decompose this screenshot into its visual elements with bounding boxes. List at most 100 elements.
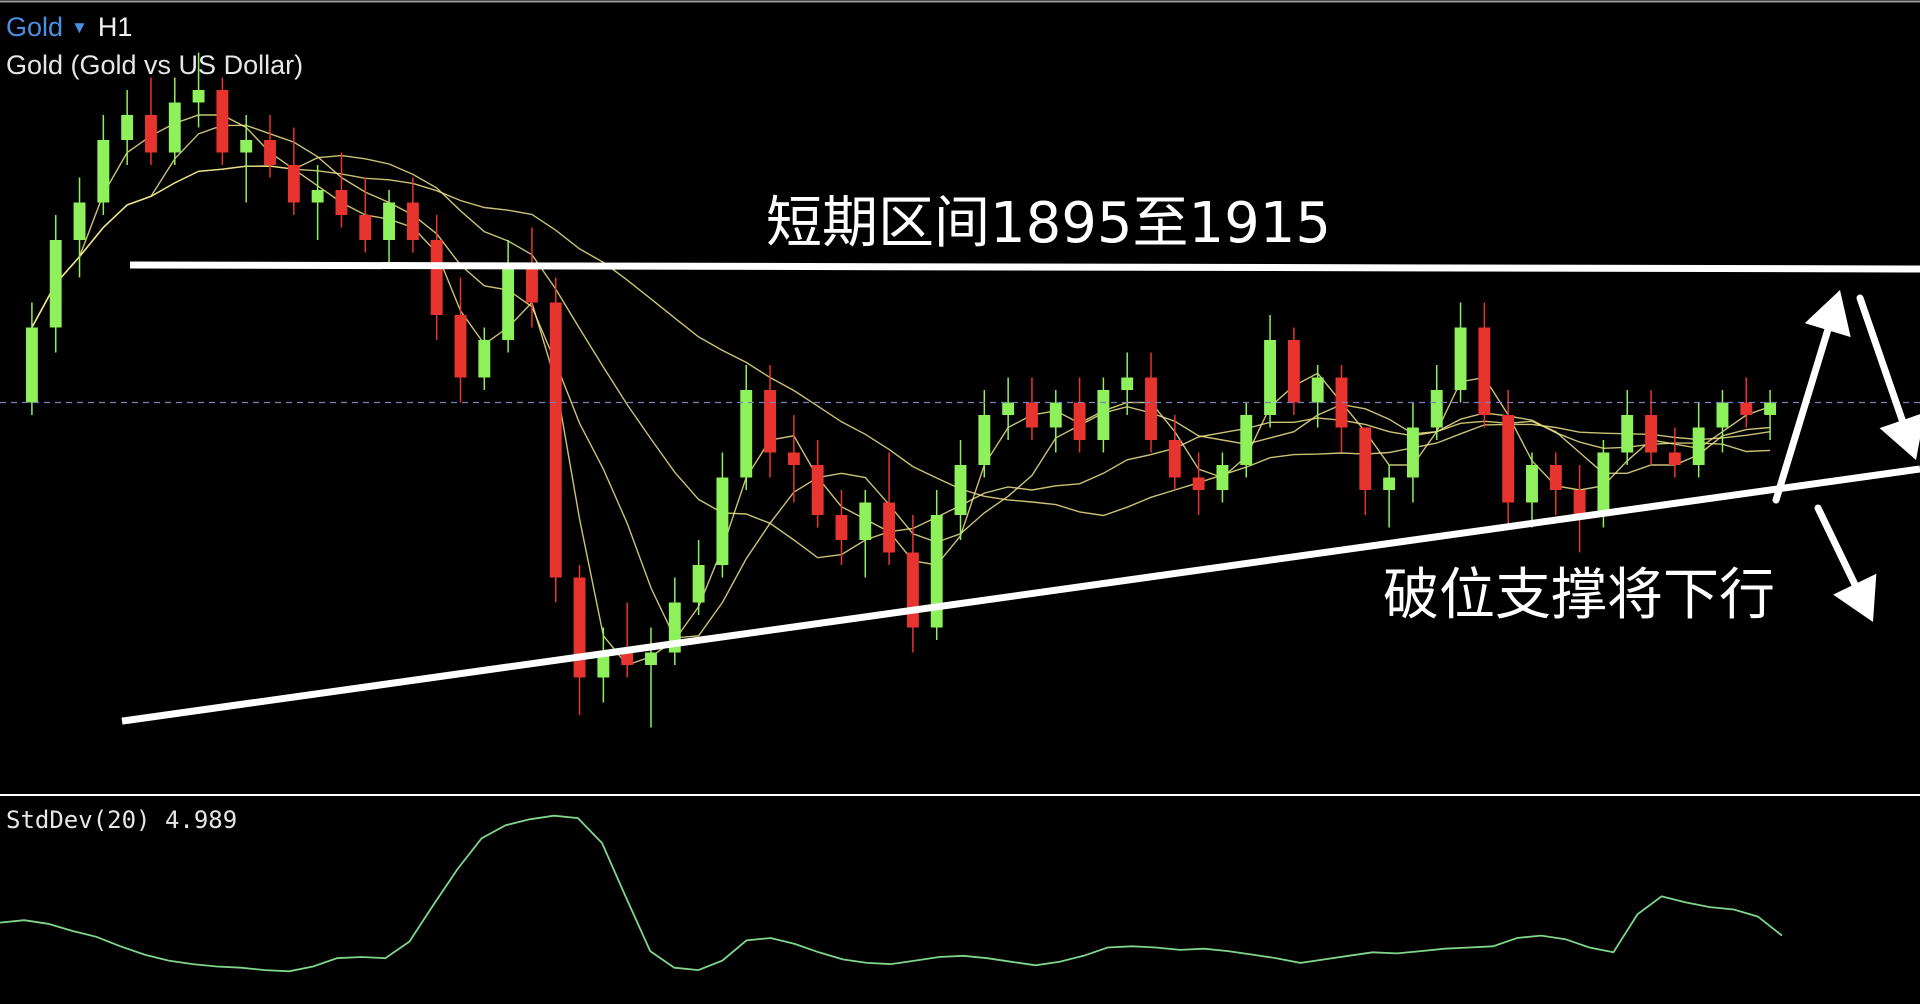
candle-body: [1311, 377, 1324, 403]
arrow-shaft: [1814, 504, 1859, 588]
support-line: [121, 465, 1920, 725]
candle: [1692, 402, 1705, 478]
candle-body: [764, 390, 776, 453]
candle: [597, 627, 610, 703]
candle: [1311, 365, 1324, 428]
candle: [1573, 465, 1586, 553]
candle: [1049, 390, 1062, 453]
candle: [1097, 377, 1110, 453]
candle: [1526, 452, 1538, 528]
candle: [954, 440, 967, 540]
candle-body: [1716, 402, 1729, 428]
candle-body: [49, 240, 62, 328]
candle-body: [121, 115, 134, 140]
stddev-line: [0, 814, 1783, 973]
candle-body: [145, 115, 157, 153]
candle: [335, 152, 348, 228]
candle: [811, 440, 824, 528]
candle: [1359, 427, 1372, 515]
triangle-down-icon[interactable]: ▼: [71, 18, 88, 37]
candle: [430, 215, 443, 340]
candle: [359, 177, 372, 253]
candle: [1645, 390, 1657, 465]
candle: [1192, 452, 1205, 515]
candle-body: [930, 515, 943, 628]
candle-body: [954, 465, 967, 515]
candle-body: [1406, 427, 1419, 478]
candle: [1216, 452, 1229, 503]
timeframe-label[interactable]: H1: [97, 12, 133, 42]
candle-body: [1549, 465, 1562, 490]
candle-body: [25, 327, 38, 403]
candle: [383, 190, 396, 265]
candle-body: [97, 140, 110, 203]
arrow-head: [1833, 573, 1877, 622]
candle: [621, 602, 634, 678]
symbol-selector[interactable]: Gold: [6, 12, 64, 42]
candle: [1287, 327, 1300, 415]
candle-body: [240, 140, 253, 153]
candle: [573, 565, 586, 715]
candle-body: [1264, 340, 1277, 415]
candle-body: [1597, 452, 1610, 515]
candle: [1502, 390, 1515, 528]
candle-body: [287, 165, 300, 203]
candle: [1073, 377, 1086, 453]
candle-body: [1192, 477, 1205, 490]
candle: [1240, 402, 1253, 478]
candle-body: [787, 452, 800, 465]
candle: [406, 177, 419, 253]
candle: [1264, 315, 1277, 428]
arrow-shaft: [1772, 326, 1832, 504]
candle-body: [454, 315, 467, 378]
candle: [1668, 427, 1681, 478]
candle-body: [549, 302, 562, 578]
arrow-breakdown: [1814, 504, 1877, 622]
candle: [502, 240, 515, 353]
annotation-lines: [121, 261, 1920, 725]
candle-body: [1645, 415, 1657, 453]
candle: [145, 77, 157, 165]
candle-body: [1145, 377, 1157, 440]
candle: [1764, 390, 1777, 440]
candle-body: [383, 202, 396, 240]
candle: [859, 490, 872, 578]
candle-body: [597, 652, 610, 678]
candle-body: [1383, 477, 1396, 490]
candle-body: [1478, 327, 1491, 415]
candle-body: [1692, 427, 1705, 465]
candle-body: [1073, 402, 1086, 440]
symbol-description: Gold (Gold vs US Dollar): [6, 50, 304, 80]
ma-line-24: [31, 165, 1771, 517]
candle: [73, 177, 86, 278]
candle-body: [883, 502, 896, 553]
candle: [264, 115, 276, 178]
candle-body: [1026, 402, 1038, 428]
candle: [668, 577, 681, 665]
candle: [740, 365, 753, 490]
candle-body: [168, 102, 181, 153]
arrow-head: [1804, 290, 1851, 338]
candle: [1335, 365, 1348, 453]
candle: [978, 390, 991, 478]
candle-body: [1121, 377, 1134, 390]
candle: [49, 215, 62, 353]
candle: [716, 452, 729, 578]
candle-body: [573, 577, 586, 678]
candle: [1145, 352, 1157, 453]
candle: [930, 490, 943, 640]
candle-body: [1526, 465, 1538, 503]
candle-body: [621, 652, 634, 665]
candle: [478, 327, 491, 390]
candle-body: [1002, 402, 1015, 415]
candlesticks: [25, 52, 1777, 728]
candle-body: [811, 465, 824, 515]
candle: [240, 115, 253, 203]
candle: [1478, 302, 1491, 428]
candle-body: [1430, 390, 1443, 428]
candle-body: [1335, 377, 1348, 428]
candle: [1383, 465, 1396, 528]
candle: [287, 127, 300, 215]
candle-body: [1287, 340, 1300, 403]
